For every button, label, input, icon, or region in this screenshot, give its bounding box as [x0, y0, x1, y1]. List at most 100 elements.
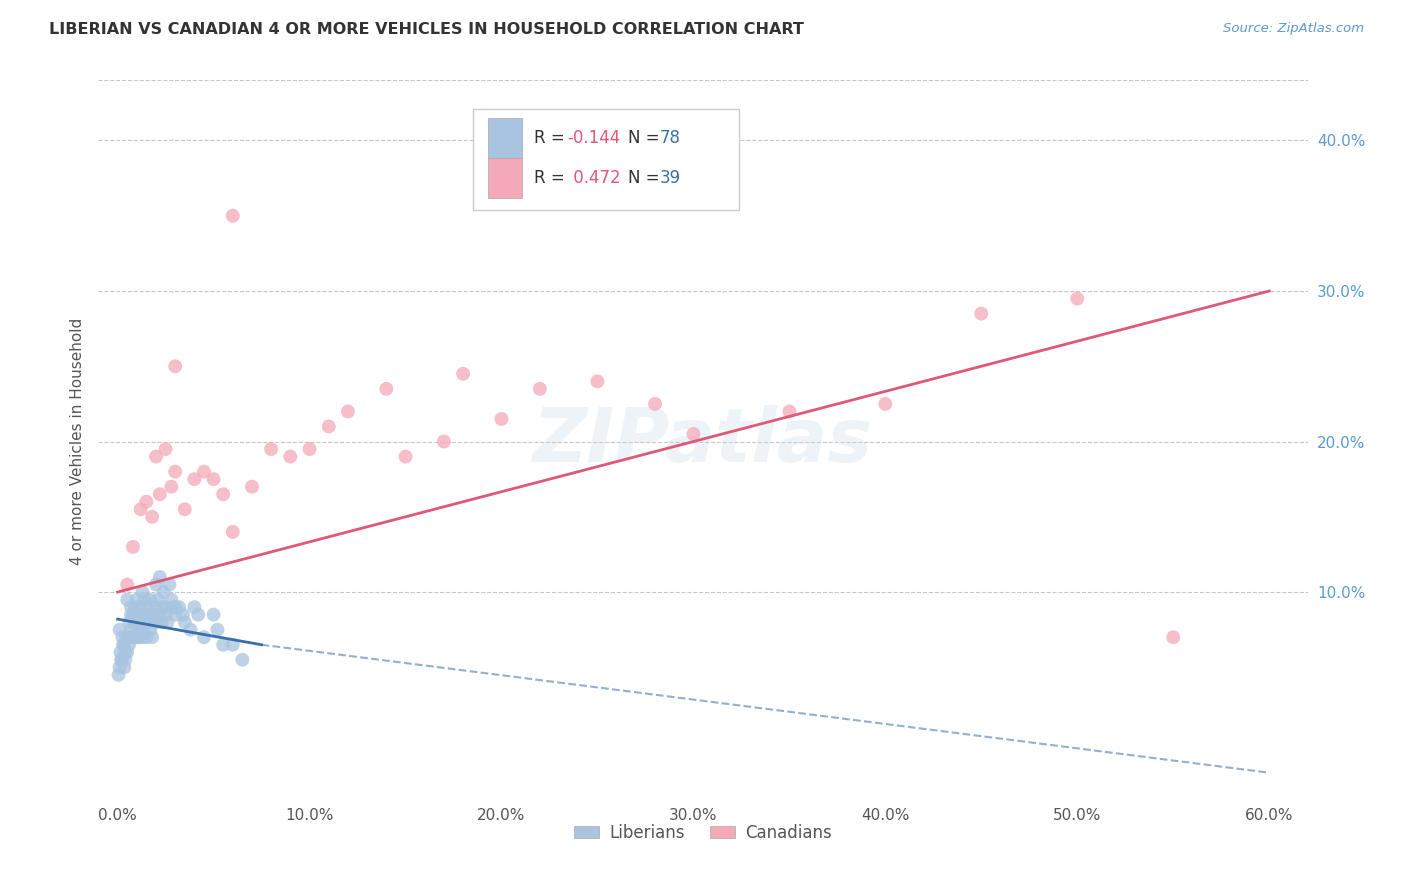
Point: [131, 630, 153, 644]
Point: [120, 600, 142, 615]
Legend: Liberians, Canadians: Liberians, Canadians: [568, 817, 838, 848]
Point: [120, 623, 142, 637]
Point: [875, 397, 897, 411]
Text: R =: R =: [534, 128, 569, 146]
Point: [149, 570, 172, 584]
Point: [159, 577, 181, 591]
Point: [160, 480, 183, 494]
Point: [129, 502, 152, 516]
Point: [115, 592, 138, 607]
Point: [155, 607, 177, 622]
Point: [129, 600, 152, 615]
Point: [180, 623, 202, 637]
Point: [143, 615, 166, 630]
Point: [139, 592, 162, 607]
Text: Source: ZipAtlas.com: Source: ZipAtlas.com: [1223, 22, 1364, 36]
Point: [260, 442, 283, 456]
Text: R =: R =: [534, 169, 569, 187]
Text: ZIPatlas: ZIPatlas: [533, 405, 873, 478]
Point: [112, 638, 135, 652]
Point: [110, 645, 132, 659]
Point: [134, 615, 156, 630]
Point: [145, 450, 167, 464]
Point: [146, 592, 169, 607]
Point: [1161, 630, 1184, 644]
Point: [120, 607, 142, 622]
Point: [682, 427, 704, 442]
Point: [115, 577, 138, 591]
Point: [240, 480, 263, 494]
Point: [122, 630, 145, 644]
Point: [128, 630, 150, 644]
Point: [162, 600, 184, 615]
Point: [222, 524, 245, 539]
Point: [135, 607, 157, 622]
Point: [173, 615, 195, 630]
Point: [131, 585, 153, 599]
Point: [118, 615, 141, 630]
Point: [165, 465, 187, 479]
Point: [145, 600, 167, 615]
Point: [375, 382, 398, 396]
Point: [112, 638, 135, 652]
Point: [183, 472, 205, 486]
Point: [145, 577, 167, 591]
Point: [110, 653, 132, 667]
Point: [128, 623, 150, 637]
Text: -0.144: -0.144: [568, 128, 621, 146]
Point: [107, 668, 129, 682]
Point: [165, 607, 187, 622]
Point: [187, 607, 209, 622]
Point: [108, 623, 131, 637]
Point: [491, 412, 513, 426]
Point: [125, 630, 148, 644]
Text: 39: 39: [659, 169, 681, 187]
Text: 78: 78: [659, 128, 681, 146]
Point: [111, 630, 134, 644]
Point: [212, 638, 235, 652]
Point: [134, 592, 156, 607]
Point: [172, 607, 194, 622]
Point: [529, 382, 551, 396]
Point: [586, 375, 609, 389]
Point: [136, 615, 159, 630]
Point: [112, 660, 135, 674]
Text: LIBERIAN VS CANADIAN 4 OR MORE VEHICLES IN HOUSEHOLD CORRELATION CHART: LIBERIAN VS CANADIAN 4 OR MORE VEHICLES …: [49, 22, 804, 37]
Y-axis label: 4 or more Vehicles in Household: 4 or more Vehicles in Household: [69, 318, 84, 566]
Point: [318, 419, 340, 434]
Point: [124, 615, 146, 630]
Point: [115, 645, 138, 659]
Point: [145, 615, 167, 630]
Point: [124, 600, 146, 615]
Point: [644, 397, 666, 411]
Point: [433, 434, 456, 449]
Point: [135, 630, 157, 644]
Point: [141, 607, 163, 622]
Point: [108, 660, 131, 674]
Point: [135, 494, 157, 508]
Point: [682, 156, 704, 170]
Point: [150, 615, 173, 630]
Point: [222, 209, 245, 223]
Bar: [488, 118, 522, 158]
Point: [183, 600, 205, 615]
Point: [136, 600, 159, 615]
Point: [298, 442, 321, 456]
Point: [135, 607, 157, 622]
Point: [193, 465, 215, 479]
Text: N =: N =: [628, 169, 665, 187]
Point: [129, 607, 152, 622]
Point: [280, 450, 302, 464]
Point: [125, 592, 148, 607]
Point: [118, 630, 141, 644]
Point: [149, 487, 172, 501]
Point: [167, 600, 190, 615]
Point: [156, 615, 179, 630]
Point: [160, 592, 183, 607]
Text: N =: N =: [628, 128, 665, 146]
Point: [207, 623, 229, 637]
Point: [110, 653, 132, 667]
Point: [141, 630, 163, 644]
Point: [115, 630, 138, 644]
Point: [394, 450, 416, 464]
